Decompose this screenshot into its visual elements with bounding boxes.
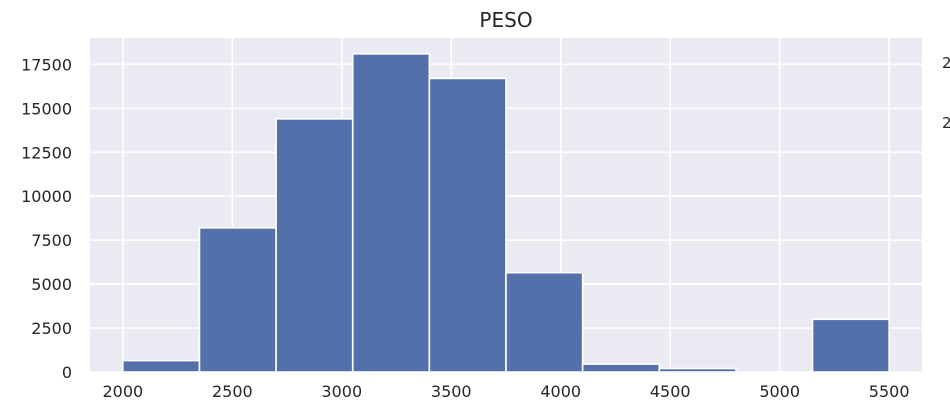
x-tick-label: 2500: [212, 382, 253, 401]
histogram-bar: [658, 367, 737, 373]
x-tick-label: 5500: [869, 382, 910, 401]
histogram-bar: [198, 227, 277, 373]
x-tick-label: 5000: [759, 382, 800, 401]
x-tick-label: 4500: [650, 382, 691, 401]
clipped-edge-glyph: 2: [942, 56, 950, 70]
clipped-edge-glyph: 2: [942, 116, 950, 130]
histogram-bar: [122, 359, 201, 373]
x-tick-label: 2000: [102, 382, 143, 401]
histogram-bars: [122, 53, 890, 373]
histogram-bar: [275, 118, 354, 373]
histogram-bar: [351, 53, 431, 373]
x-tick-label: 3000: [321, 382, 362, 401]
chart-title: PESO: [479, 8, 532, 32]
y-tick-label: 12500: [21, 143, 72, 162]
x-tick-label: 4000: [540, 382, 581, 401]
y-tick-label: 15000: [21, 99, 72, 118]
histogram-bar: [581, 363, 661, 373]
y-tick-label: 7500: [31, 231, 72, 250]
y-tick-label: 2500: [31, 319, 72, 338]
histogram-bar: [811, 318, 890, 373]
histogram-bar: [428, 77, 507, 373]
x-tick-label: 3500: [431, 382, 472, 401]
y-tick-label: 0: [62, 363, 72, 382]
y-tick-label: 17500: [21, 55, 72, 74]
y-tick-label: 10000: [21, 187, 72, 206]
x-axis-tick-labels: 2000 2500 3000 3500 4000 4500 5000 5500: [102, 382, 909, 401]
y-axis-tick-labels: 0 2500 5000 7500 10000 12500 15000 17500: [21, 55, 72, 382]
histogram-bar: [505, 271, 584, 373]
y-tick-label: 5000: [31, 275, 72, 294]
